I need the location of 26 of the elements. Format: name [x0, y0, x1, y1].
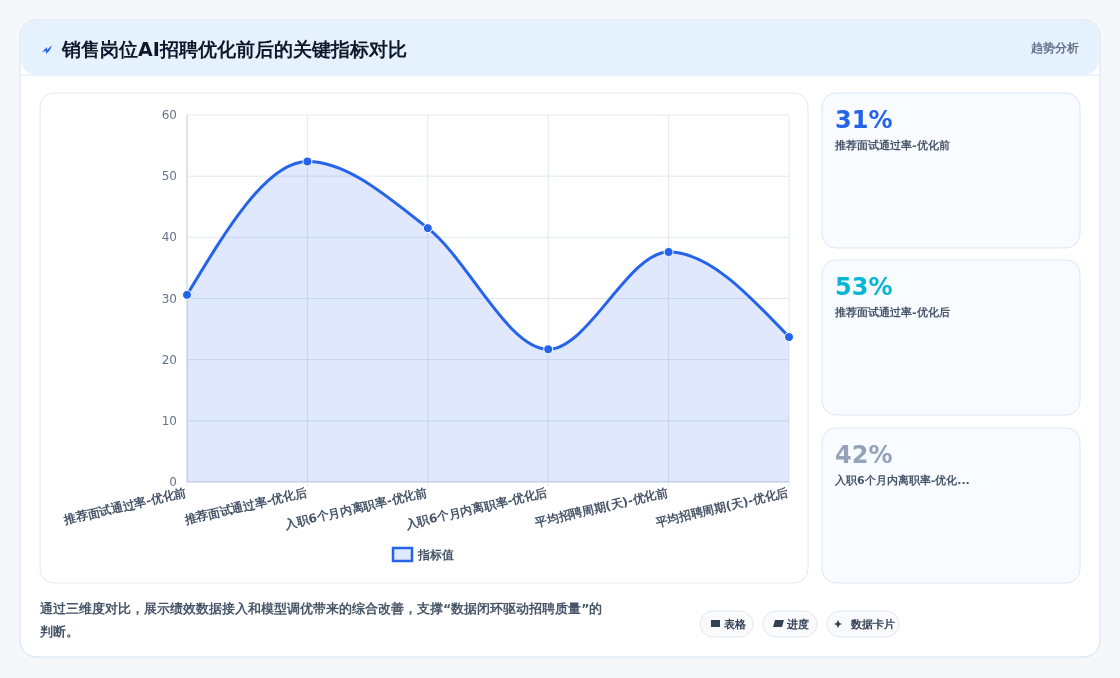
text: 入职6个月内离职率-优化...: [834, 474, 970, 487]
point: [663, 247, 674, 258]
text: 53%: [835, 273, 893, 301]
point: [182, 289, 192, 300]
text: 通过三维度对比，展示绩效数据接入和模型调优带来的综合改善，支撑“数据闭环驱动招聘质量”的判断。: [39, 601, 603, 639]
point: [422, 223, 433, 234]
point: [302, 156, 313, 167]
text: 数据卡片: [850, 618, 895, 631]
text: 趋势分析: [1030, 41, 1079, 55]
chart-title: 销售岗位AI招聘优化前后的关键指标对比: [61, 38, 407, 60]
y-tick-label: 50: [161, 169, 177, 184]
y-tick-label: 60: [161, 108, 177, 122]
text: 推荐面试通过率-优化后: [834, 306, 950, 319]
point: [784, 332, 794, 343]
legend-label: 指标值: [417, 548, 454, 562]
text: 进度: [786, 618, 809, 631]
y-tick-label: 0: [169, 475, 177, 489]
text: 推荐面试通过率-优化前: [834, 139, 950, 152]
y-tick-label: 40: [161, 230, 177, 245]
text: 42%: [835, 441, 893, 469]
text: 表格: [723, 618, 747, 631]
y-tick-label: 10: [161, 413, 177, 428]
y-tick-label: 20: [161, 352, 177, 367]
text: 31%: [835, 106, 893, 134]
point: [543, 344, 554, 355]
y-tick-label: 30: [161, 291, 177, 306]
